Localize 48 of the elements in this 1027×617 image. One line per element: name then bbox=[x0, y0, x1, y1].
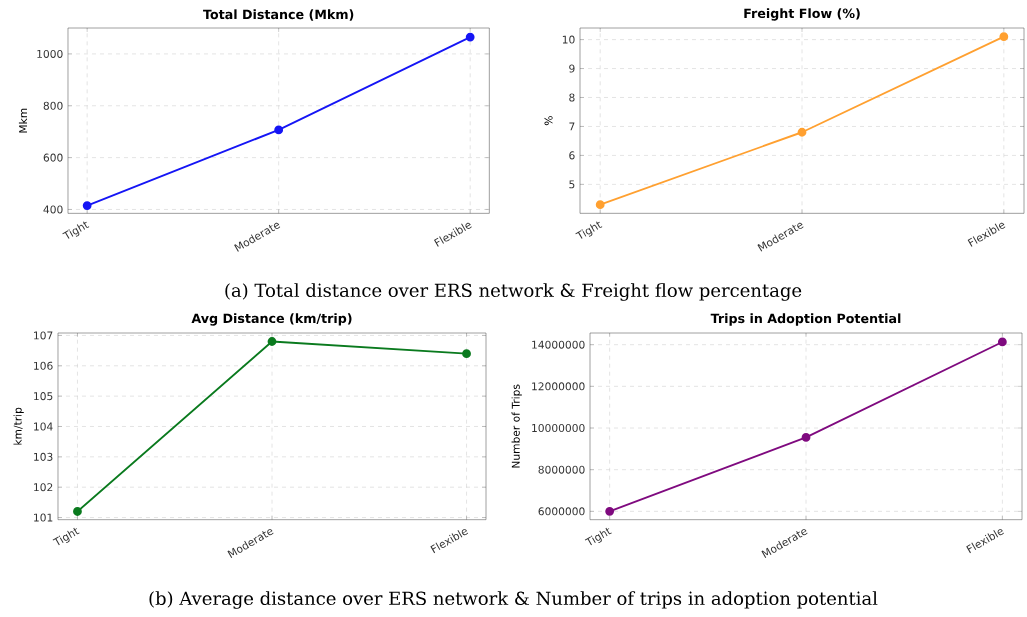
y-tick-label: 8 bbox=[569, 93, 575, 102]
y-tick-label: 400 bbox=[43, 205, 63, 214]
y-tick-label: 107 bbox=[34, 331, 53, 340]
point bbox=[999, 32, 1009, 42]
y-tick-label: 7 bbox=[569, 122, 575, 131]
point bbox=[73, 507, 82, 516]
point bbox=[997, 337, 1007, 347]
y-tick-label: 8000000 bbox=[538, 465, 585, 474]
x-tick-label: Tight bbox=[575, 221, 603, 239]
x-tick-label: Tight bbox=[62, 221, 90, 239]
text: (a) Total distance over ERS network & Freight flow percentage bbox=[225, 283, 802, 301]
chart-title: Trips in Adoption Potential bbox=[710, 313, 901, 326]
y-tick-label: 6000000 bbox=[538, 507, 585, 516]
point bbox=[267, 337, 277, 346]
y-tick-label: 10 bbox=[562, 35, 575, 44]
y-axis-title: Mkm bbox=[18, 108, 27, 133]
x-tick-label: Tight bbox=[52, 527, 80, 546]
y-axis-title: km/trip bbox=[13, 407, 24, 445]
point bbox=[82, 201, 92, 210]
y-tick-label: 101 bbox=[34, 513, 53, 522]
point bbox=[274, 125, 284, 135]
y-tick-label: 106 bbox=[34, 361, 53, 370]
point bbox=[605, 506, 615, 516]
y-tick-label: 6 bbox=[569, 151, 575, 160]
y-tick-label: 105 bbox=[34, 392, 53, 401]
y-axis-title: % bbox=[544, 116, 553, 126]
y-tick-label: 102 bbox=[34, 483, 53, 492]
point bbox=[462, 349, 471, 359]
y-tick-label: 12000000 bbox=[532, 382, 585, 391]
chart-title: Freight Flow (%) bbox=[744, 8, 860, 21]
y-tick-label: 9 bbox=[569, 64, 575, 73]
chart-title: Total Distance (Mkm) bbox=[203, 9, 354, 21]
chart-title: Avg Distance (km/trip) bbox=[191, 313, 352, 326]
y-tick-label: 104 bbox=[34, 422, 53, 431]
y-tick-label: 10000000 bbox=[532, 423, 585, 433]
point bbox=[801, 432, 811, 442]
point bbox=[595, 200, 605, 210]
y-tick-label: 600 bbox=[43, 153, 63, 162]
y-axis-title: Number of Trips bbox=[511, 384, 522, 468]
y-tick-label: 5 bbox=[569, 180, 575, 189]
text: (b) Average distance over ERS network & Number of trips in adoption potential bbox=[149, 591, 878, 609]
point bbox=[797, 127, 807, 137]
y-tick-label: 1000 bbox=[37, 49, 63, 58]
y-tick-label: 14000000 bbox=[532, 340, 585, 349]
point bbox=[465, 32, 475, 42]
y-tick-label: 800 bbox=[43, 101, 63, 110]
x-tick-label: Tight bbox=[584, 527, 612, 546]
y-tick-label: 103 bbox=[34, 452, 53, 461]
